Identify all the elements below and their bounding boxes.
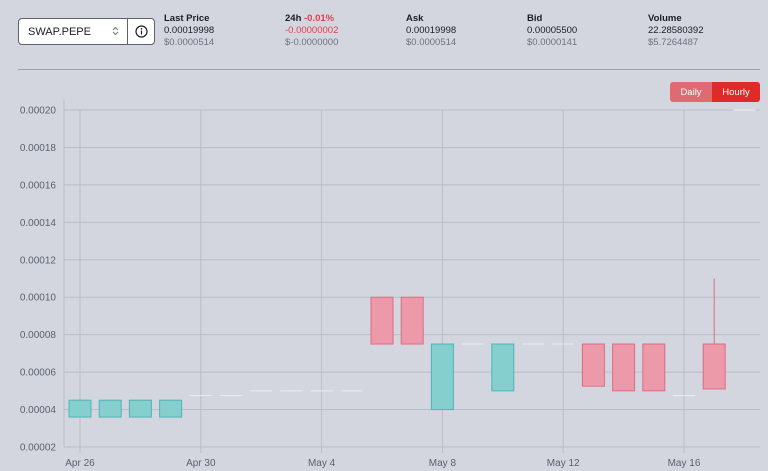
stat-last-price: Last Price 0.00019998 $0.0000514 bbox=[164, 13, 214, 49]
candles bbox=[68, 109, 756, 418]
x-tick-label: May 4 bbox=[308, 458, 336, 469]
candle-body bbox=[491, 343, 515, 392]
candle-body bbox=[128, 399, 152, 418]
candle-body bbox=[642, 343, 666, 392]
price-chart[interactable]: 0.00002 0.00004 0.00006 0.00008 0.00010 0.000… bbox=[0, 100, 768, 471]
stat-usd: $0.0000514 bbox=[406, 37, 457, 48]
x-tick-label: Apr 30 bbox=[186, 458, 216, 469]
stat-label: Last Price bbox=[164, 13, 210, 24]
market-select-value: SWAP.PEPE bbox=[28, 25, 91, 38]
info-button[interactable] bbox=[128, 19, 154, 44]
stat-24h-percent: -0.01% bbox=[304, 13, 335, 24]
stat-24h-label: 24h bbox=[285, 13, 302, 24]
chart-grid bbox=[63, 100, 760, 453]
market-dropdown[interactable]: SWAP.PEPE bbox=[19, 19, 128, 44]
stat-label: Ask bbox=[406, 13, 424, 24]
y-tick-label: 0.00002 bbox=[20, 443, 57, 454]
hourly-button[interactable]: Hourly bbox=[712, 82, 760, 102]
header-divider bbox=[18, 69, 760, 70]
stat-value: 0.00005500 bbox=[527, 25, 578, 36]
stat-value: 22.28580392 bbox=[648, 25, 704, 36]
x-tick-label: May 12 bbox=[547, 458, 580, 469]
stat-bid: Bid 0.00005500 $0.0000141 bbox=[527, 13, 577, 49]
stat-usd: $0.0000514 bbox=[164, 37, 215, 48]
candle-body bbox=[400, 296, 424, 345]
y-tick-label: 0.00006 bbox=[20, 368, 57, 379]
x-axis: Apr 26 Apr 30 May 4 May 8 May 12 May 16 bbox=[65, 458, 701, 469]
stat-label: Volume bbox=[648, 13, 682, 24]
daily-button[interactable]: Daily bbox=[670, 82, 712, 102]
y-tick-label: 0.00012 bbox=[20, 255, 57, 266]
y-tick-label: 0.00016 bbox=[20, 180, 57, 191]
y-axis: 0.00002 0.00004 0.00006 0.00008 0.00010 0.000… bbox=[20, 106, 57, 454]
candle-body bbox=[370, 296, 394, 345]
market-select[interactable]: SWAP.PEPE bbox=[18, 18, 155, 45]
candle-body bbox=[581, 343, 605, 387]
stat-ask: Ask 0.00019998 $0.0000514 bbox=[406, 13, 456, 49]
y-tick-label: 0.00018 bbox=[20, 143, 57, 154]
interval-toggle: Daily Hourly bbox=[670, 82, 760, 102]
stat-volume: Volume 22.28580392 $5.7264487 bbox=[648, 13, 703, 49]
candle-body bbox=[68, 399, 92, 418]
x-tick-label: May 16 bbox=[668, 458, 701, 469]
candle-body bbox=[159, 399, 183, 418]
y-tick-label: 0.00008 bbox=[20, 330, 57, 341]
candle-body bbox=[702, 343, 726, 390]
x-tick-label: May 8 bbox=[429, 458, 457, 469]
candle-body bbox=[430, 343, 454, 411]
info-circle-icon bbox=[134, 25, 148, 38]
candle-body bbox=[98, 399, 122, 418]
stat-usd: $5.7264487 bbox=[648, 37, 699, 48]
up-down-chevron-icon bbox=[112, 26, 119, 38]
x-tick-label: Apr 26 bbox=[65, 458, 95, 469]
stat-value: -0.00000002 bbox=[285, 25, 339, 36]
stat-24h: 24h -0.01% -0.00000002 $-0.0000000 bbox=[285, 13, 338, 49]
y-tick-label: 0.00010 bbox=[20, 293, 57, 304]
stat-usd: $-0.0000000 bbox=[285, 37, 339, 48]
y-tick-label: 0.00014 bbox=[20, 218, 57, 229]
stat-label: 24h -0.01% bbox=[285, 13, 338, 25]
stat-usd: $0.0000141 bbox=[527, 37, 578, 48]
stat-label: Bid bbox=[527, 13, 543, 24]
y-tick-label: 0.00004 bbox=[20, 405, 57, 416]
y-tick-label: 0.00020 bbox=[20, 106, 57, 117]
stat-value: 0.00019998 bbox=[164, 25, 215, 36]
stat-value: 0.00019998 bbox=[406, 25, 457, 36]
candle-body bbox=[612, 343, 636, 392]
